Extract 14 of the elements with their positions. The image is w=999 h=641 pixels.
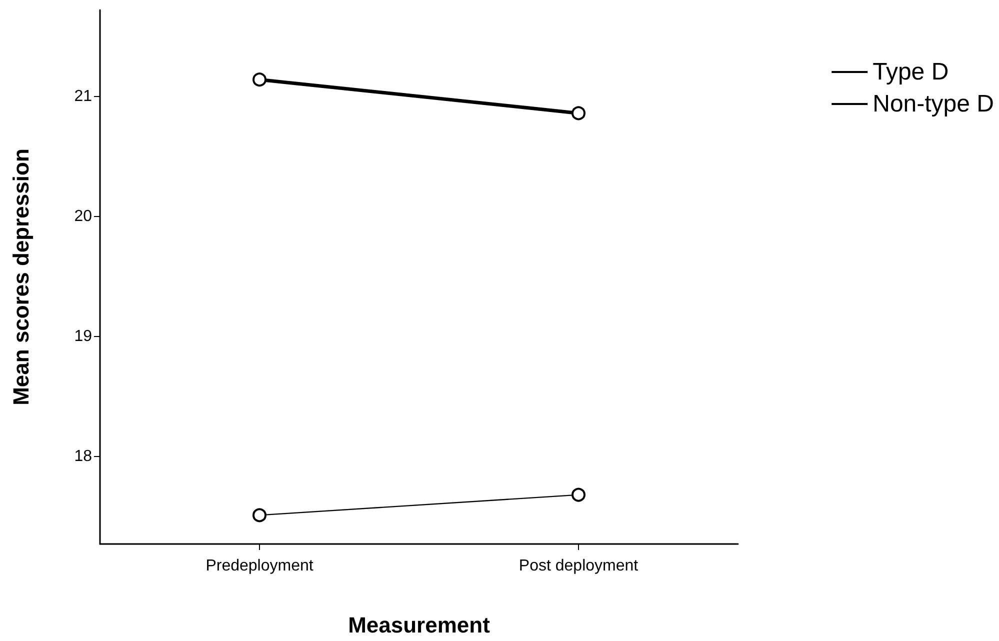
legend-label: Type D [872,58,949,86]
point [252,508,266,522]
x-tick-label: Post deployment [518,558,639,574]
y-axis-title: Mean scores depression [8,148,34,406]
point [572,106,586,120]
point [572,488,586,502]
x-tick-label: Predeployment [206,558,314,574]
y-tick-label: 19 [74,328,92,345]
x-axis-title: Measurement [348,612,491,638]
legend-label: Non-type D [872,90,994,118]
y-tick-label: 20 [74,208,92,225]
point [252,72,266,87]
y-tick-label: 21 [74,88,92,105]
y-tick-label: 18 [74,448,92,465]
